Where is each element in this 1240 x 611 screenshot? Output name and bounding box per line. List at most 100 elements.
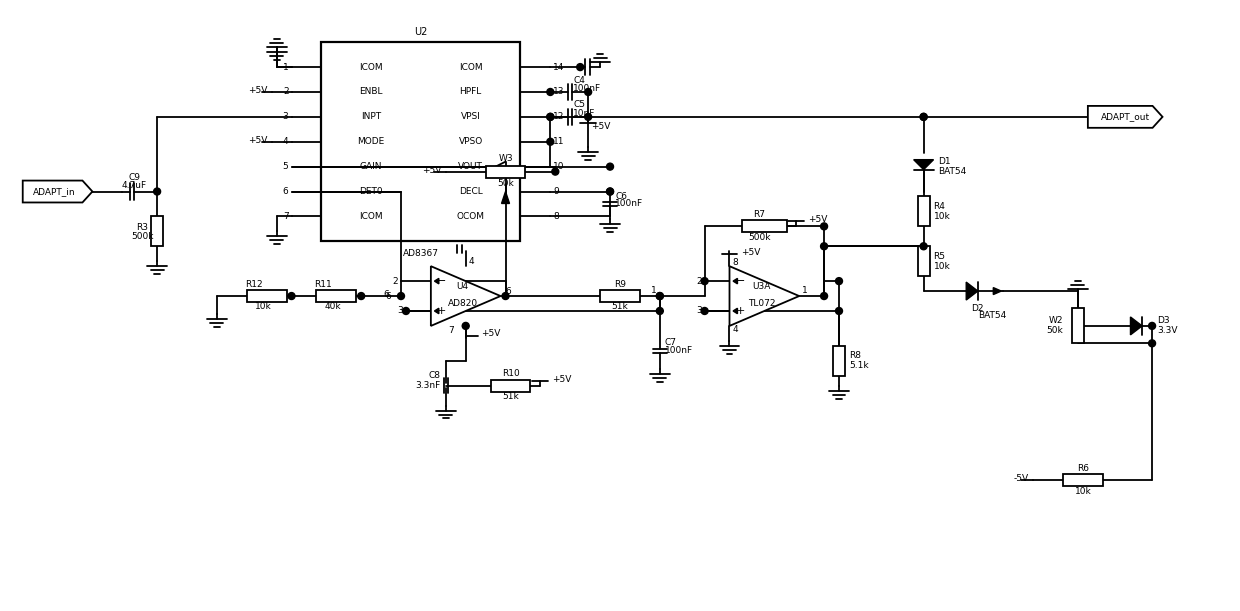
Text: U2: U2 (414, 27, 428, 37)
Text: 3.3V: 3.3V (1158, 326, 1178, 335)
Polygon shape (914, 159, 934, 170)
Text: +5V: +5V (481, 329, 500, 338)
Text: 9: 9 (553, 187, 559, 196)
Text: VPSO: VPSO (459, 137, 482, 146)
Circle shape (288, 293, 295, 299)
Text: 51k: 51k (611, 302, 629, 312)
Text: 5.1k: 5.1k (849, 361, 868, 370)
Text: TL072: TL072 (748, 299, 775, 307)
Text: +5V: +5V (591, 122, 610, 131)
Text: +5V: +5V (248, 136, 268, 145)
Circle shape (398, 293, 404, 299)
Text: 13: 13 (553, 87, 564, 97)
Bar (742, 221, 786, 232)
Text: AD820: AD820 (448, 299, 477, 307)
Polygon shape (1131, 317, 1142, 335)
Circle shape (547, 138, 554, 145)
Circle shape (403, 307, 409, 315)
Text: R7: R7 (754, 210, 765, 219)
Text: 12: 12 (553, 112, 564, 122)
Text: 3: 3 (696, 307, 702, 315)
Text: U3A: U3A (753, 282, 770, 291)
Text: 14: 14 (553, 62, 564, 71)
Circle shape (920, 114, 928, 120)
Text: 51k: 51k (502, 392, 518, 401)
Text: 2: 2 (392, 277, 398, 285)
Bar (151, 216, 164, 246)
Bar (833, 346, 844, 376)
Text: 2: 2 (283, 87, 289, 97)
Text: INPT: INPT (361, 112, 381, 122)
Text: 40k: 40k (325, 302, 342, 312)
Circle shape (656, 307, 663, 315)
Text: DET0: DET0 (360, 187, 383, 196)
Text: 10k: 10k (255, 302, 272, 312)
Polygon shape (993, 288, 1001, 295)
Circle shape (357, 293, 365, 299)
Text: +: + (735, 306, 745, 316)
Circle shape (463, 323, 469, 329)
Text: 3: 3 (283, 112, 289, 122)
Bar (600, 290, 640, 302)
Bar (918, 197, 930, 226)
Text: OCOM: OCOM (456, 212, 485, 221)
Text: 50k: 50k (1047, 326, 1063, 335)
Text: 500k: 500k (131, 232, 154, 241)
Text: R11: R11 (315, 280, 332, 288)
Text: 1: 1 (802, 285, 808, 295)
Bar (918, 246, 930, 276)
Text: C8: C8 (429, 371, 440, 380)
Text: 8: 8 (733, 258, 738, 266)
Text: +: + (438, 306, 446, 316)
Text: HPFL: HPFL (460, 87, 482, 97)
Circle shape (701, 277, 708, 285)
Text: DECL: DECL (459, 187, 482, 196)
Text: GAIN: GAIN (360, 162, 382, 171)
Text: +5V: +5V (248, 86, 268, 95)
Text: 10k: 10k (934, 262, 950, 271)
Text: ADAPT_out: ADAPT_out (1101, 112, 1151, 122)
Polygon shape (1087, 106, 1163, 128)
Circle shape (585, 89, 591, 95)
Text: 11: 11 (553, 137, 564, 146)
Text: 100nF: 100nF (573, 84, 601, 93)
Text: MODE: MODE (357, 137, 384, 146)
Bar (491, 379, 531, 392)
Text: VOUT: VOUT (459, 162, 484, 171)
Text: +5V: +5V (808, 216, 827, 224)
Text: R4: R4 (934, 202, 945, 211)
Circle shape (920, 243, 928, 250)
Text: 7: 7 (448, 326, 454, 335)
Circle shape (836, 307, 842, 315)
Circle shape (552, 168, 559, 175)
Text: ICOM: ICOM (360, 62, 383, 71)
Text: 7: 7 (283, 212, 289, 221)
Circle shape (606, 188, 614, 195)
Circle shape (836, 277, 842, 285)
Text: 10k: 10k (1075, 486, 1091, 496)
Text: 6: 6 (383, 290, 389, 299)
Text: BAT54: BAT54 (978, 312, 1007, 320)
Text: D3: D3 (1158, 316, 1171, 326)
Text: 3: 3 (397, 307, 403, 315)
Circle shape (920, 114, 928, 120)
Text: 2: 2 (696, 277, 702, 285)
Circle shape (606, 163, 614, 170)
Text: R6: R6 (1076, 464, 1089, 473)
Text: 1: 1 (283, 62, 289, 71)
Bar (321, 42, 521, 241)
Text: 500k: 500k (748, 233, 770, 242)
Polygon shape (966, 282, 978, 300)
Text: C6: C6 (615, 191, 627, 200)
Text: 10nF: 10nF (573, 109, 595, 119)
Circle shape (821, 293, 827, 299)
Text: C5: C5 (573, 100, 585, 109)
Text: -5V: -5V (1014, 474, 1029, 483)
Polygon shape (501, 191, 510, 203)
Circle shape (547, 89, 554, 95)
Text: 5: 5 (283, 162, 289, 171)
Text: ADAPT_in: ADAPT_in (33, 187, 76, 196)
Text: 100nF: 100nF (665, 346, 693, 355)
Circle shape (821, 223, 827, 230)
Bar (486, 166, 526, 178)
